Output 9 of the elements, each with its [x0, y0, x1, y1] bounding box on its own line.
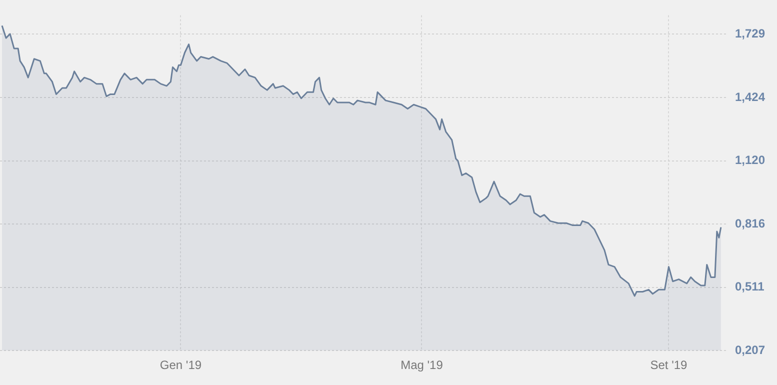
y-tick-label: 1,120 — [734, 153, 766, 168]
x-tick-label: Mag '19 — [400, 358, 444, 372]
y-tick-label: 0,207 — [734, 342, 766, 357]
x-tick-label: Set '19 — [650, 358, 688, 372]
x-tick-label: Gen '19 — [160, 358, 202, 372]
y-tick-label: 0,511 — [734, 280, 765, 294]
y-tick-label: 1,729 — [734, 26, 766, 40]
y-tick-label: 1,424 — [734, 90, 766, 104]
y-tick-label: 0,816 — [734, 216, 766, 230]
